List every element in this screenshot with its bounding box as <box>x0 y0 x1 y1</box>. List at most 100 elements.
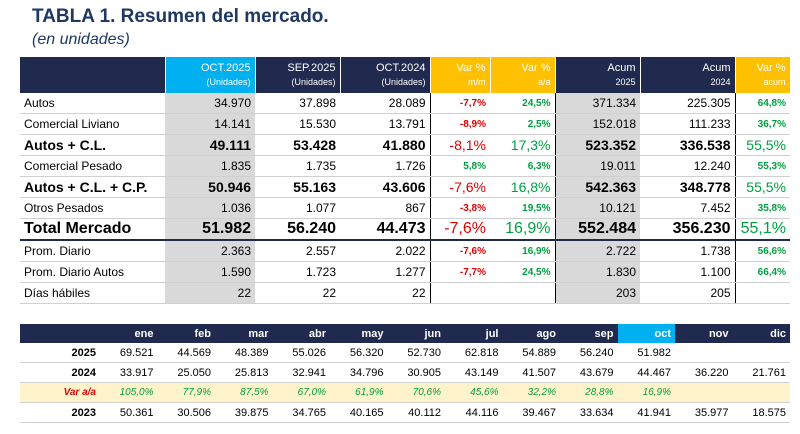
cell <box>733 383 791 403</box>
cell: 19.011 <box>555 156 640 177</box>
cell: 36.220 <box>675 363 733 383</box>
header-line: Var % <box>740 61 786 75</box>
cell: 13.791 <box>340 114 430 135</box>
cell: 43.149 <box>445 363 503 383</box>
cell: 52.730 <box>388 343 446 363</box>
row-label: Comercial Liviano <box>20 114 165 135</box>
cell: 28.089 <box>340 93 430 114</box>
cell: 25.813 <box>215 363 273 383</box>
cell: 24,5% <box>490 93 555 114</box>
header-line: Var % <box>435 61 486 75</box>
row-label: Autos + C.L. <box>20 135 165 156</box>
row: 202350.36130.50639.87534.76540.16540.112… <box>20 403 790 423</box>
row-label: Prom. Diario <box>20 240 165 262</box>
row-label: Autos <box>20 93 165 114</box>
cell <box>735 283 790 304</box>
cell: 225.305 <box>640 93 735 114</box>
header-row: enefebmarabrmayjunjulagosepoctnovdic <box>20 324 790 343</box>
cell: 542.363 <box>555 177 640 198</box>
cell: 12.240 <box>640 156 735 177</box>
cell: 64,8% <box>735 93 790 114</box>
cell: 33.917 <box>100 363 158 383</box>
cell: 62.818 <box>445 343 503 363</box>
cell: 1.835 <box>165 156 255 177</box>
cell: 1.726 <box>340 156 430 177</box>
cell: 34.765 <box>273 403 331 423</box>
cell: 1.590 <box>165 262 255 283</box>
row-label: Total Mercado <box>20 219 165 241</box>
cell: 17,3% <box>490 135 555 156</box>
row: 202433.91725.05025.81332.94134.79630.905… <box>20 363 790 383</box>
header-line: acum <box>740 75 786 89</box>
cell: 1.830 <box>555 262 640 283</box>
month-header: abr <box>273 324 331 343</box>
cell: 552.484 <box>555 219 640 241</box>
cell: 16,9% <box>490 219 555 241</box>
cell: 348.778 <box>640 177 735 198</box>
header-cell: Var %acum <box>735 57 790 93</box>
cell: 53.428 <box>255 135 340 156</box>
cell: 55.026 <box>273 343 331 363</box>
cell: 56,6% <box>735 240 790 262</box>
row-label: 2025 <box>20 343 100 363</box>
cell: 55,5% <box>735 177 790 198</box>
cell: 19,5% <box>490 198 555 219</box>
header-line: Var % <box>495 61 551 75</box>
cell: 30.506 <box>158 403 216 423</box>
cell: 32,2% <box>503 383 561 403</box>
cell: 1.036 <box>165 198 255 219</box>
header-cell: Var %a/a <box>490 57 555 93</box>
row: Días hábiles222222203205 <box>20 283 790 304</box>
cell: 28,8% <box>560 383 618 403</box>
row-label: Autos + C.L. + C.P. <box>20 177 165 198</box>
header-cell: OCT.2024(Unidades) <box>340 57 430 93</box>
cell: 10.121 <box>555 198 640 219</box>
cell: 336.538 <box>640 135 735 156</box>
cell: 22 <box>165 283 255 304</box>
row: Otros Pesados1.0361.077867-3,8%19,5%10.1… <box>20 198 790 219</box>
row: Total Mercado51.98256.24044.473-7,6%16,9… <box>20 219 790 241</box>
cell: 2.363 <box>165 240 255 262</box>
cell: 33.634 <box>560 403 618 423</box>
header-line: Acum <box>645 61 731 75</box>
cell: 51.982 <box>165 219 255 241</box>
cell: 1.277 <box>340 262 430 283</box>
header-line: m/m <box>435 75 486 89</box>
cell: 35,8% <box>735 198 790 219</box>
cell: 49.111 <box>165 135 255 156</box>
subtitle: (en unidades) <box>32 31 130 49</box>
cell: -8,9% <box>430 114 490 135</box>
header-line: (Unidades) <box>170 75 251 89</box>
header-line: SEP.2025 <box>260 61 336 75</box>
cell: 44.473 <box>340 219 430 241</box>
cell: 21.761 <box>733 363 791 383</box>
cell: 55,5% <box>735 135 790 156</box>
row: Autos34.97037.89828.089-7,7%24,5%371.334… <box>20 93 790 114</box>
cell: 56.320 <box>330 343 388 363</box>
header-cell: OCT.2025(Unidades) <box>165 57 255 93</box>
header-cell <box>20 57 165 93</box>
month-header: nov <box>675 324 733 343</box>
cell <box>675 343 733 363</box>
title: TABLA 1. Resumen del mercado. <box>32 6 329 28</box>
cell: 44.116 <box>445 403 503 423</box>
cell: 105,0% <box>100 383 158 403</box>
cell: 111.233 <box>640 114 735 135</box>
cell: -8,1% <box>430 135 490 156</box>
row-label: Comercial Pesado <box>20 156 165 177</box>
cell: 30.905 <box>388 363 446 383</box>
header-line: (Unidades) <box>345 75 426 89</box>
month-header: oct <box>618 324 676 343</box>
cell: -7,7% <box>430 262 490 283</box>
header-line: (Unidades) <box>260 75 336 89</box>
row-label: Var a/a <box>20 383 100 403</box>
cell <box>733 343 791 363</box>
cell: 39.875 <box>215 403 273 423</box>
row-label: 2024 <box>20 363 100 383</box>
cell: 6,3% <box>490 156 555 177</box>
cell: 14.141 <box>165 114 255 135</box>
cell: 70,6% <box>388 383 446 403</box>
cell: 2.722 <box>555 240 640 262</box>
cell: 66,4% <box>735 262 790 283</box>
cell: 55.163 <box>255 177 340 198</box>
